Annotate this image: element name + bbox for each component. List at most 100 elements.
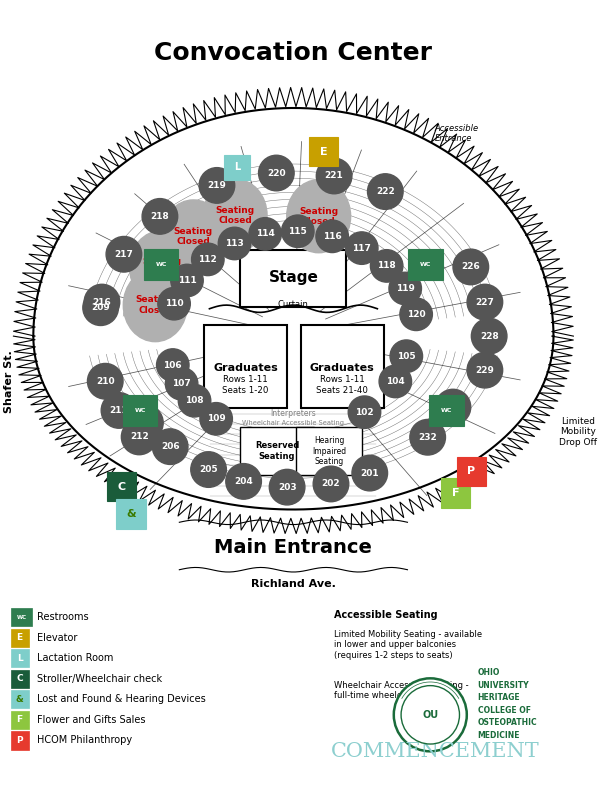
Text: Flower and Gifts Sales: Flower and Gifts Sales [37, 715, 145, 725]
Text: 104: 104 [386, 377, 405, 386]
Text: 118: 118 [377, 262, 396, 270]
Circle shape [472, 318, 507, 354]
Bar [11, 629, 29, 647]
Ellipse shape [203, 179, 267, 252]
Text: 113: 113 [225, 239, 244, 248]
Text: Convocation Center: Convocation Center [154, 42, 433, 66]
Bar [144, 250, 178, 281]
Text: Stroller/Wheelchair check: Stroller/Wheelchair check [37, 674, 162, 684]
Circle shape [410, 419, 445, 455]
Text: 218: 218 [151, 212, 169, 221]
Text: 202: 202 [322, 479, 340, 489]
Circle shape [249, 218, 281, 250]
Bar [116, 499, 146, 529]
Text: Hearing
Impaired
Seating: Hearing Impaired Seating [312, 436, 346, 466]
Text: OU: OU [422, 710, 439, 720]
Text: Limited Mobility Seating - available
in lower and upper balconies
(requires 1-2 : Limited Mobility Seating - available in … [334, 630, 482, 660]
Text: 226: 226 [461, 262, 480, 271]
Circle shape [128, 405, 163, 441]
Text: Limited
Mobility
Drop Off: Limited Mobility Drop Off [559, 417, 597, 447]
Text: 115: 115 [289, 226, 307, 236]
Text: 228: 228 [480, 332, 499, 341]
Circle shape [178, 385, 211, 417]
Text: WC: WC [155, 262, 167, 267]
Text: Seating
Closed: Seating Closed [142, 258, 181, 277]
Text: 110: 110 [165, 299, 184, 308]
Text: 216: 216 [92, 298, 112, 306]
FancyBboxPatch shape [241, 250, 346, 307]
Text: 209: 209 [91, 303, 110, 312]
Circle shape [152, 429, 188, 465]
Bar [409, 250, 443, 281]
Circle shape [200, 402, 232, 435]
Text: P: P [467, 466, 475, 476]
Text: 211: 211 [110, 406, 128, 415]
Circle shape [370, 250, 403, 282]
Text: 222: 222 [376, 187, 395, 196]
Text: 212: 212 [130, 433, 149, 442]
Text: Stage: Stage [268, 270, 319, 286]
Text: 119: 119 [396, 284, 415, 293]
Circle shape [368, 174, 403, 210]
Circle shape [157, 349, 189, 382]
Text: E: E [320, 146, 328, 157]
Circle shape [259, 155, 294, 191]
Bar [441, 478, 470, 508]
Bar [11, 731, 29, 750]
Text: L: L [234, 162, 240, 172]
Text: 102: 102 [355, 408, 374, 417]
Bar [11, 670, 29, 688]
Circle shape [316, 158, 352, 194]
Text: Reserved
Seating: Reserved Seating [255, 442, 299, 461]
Circle shape [352, 455, 388, 491]
Circle shape [101, 393, 137, 428]
Text: WC: WC [441, 409, 452, 414]
Text: 217: 217 [115, 250, 133, 258]
Bar [107, 472, 136, 502]
Text: 116: 116 [323, 232, 341, 241]
Circle shape [435, 390, 471, 425]
Circle shape [158, 287, 190, 320]
Circle shape [348, 396, 381, 429]
Ellipse shape [161, 200, 226, 273]
Text: Seating
Closed: Seating Closed [299, 206, 338, 226]
Text: Elevator: Elevator [37, 633, 77, 642]
Text: 111: 111 [178, 276, 196, 285]
Text: 203: 203 [278, 482, 296, 492]
Text: Rows 1-11
Seats 21-40: Rows 1-11 Seats 21-40 [316, 375, 368, 394]
Text: 105: 105 [397, 352, 416, 361]
Circle shape [400, 298, 433, 330]
Text: Wheelchair Accessible Seating: Wheelchair Accessible Seating [242, 420, 344, 426]
Text: P: P [16, 736, 23, 745]
Text: Lactation Room: Lactation Room [37, 654, 113, 663]
Text: Rows 1-11
Seats 1-20: Rows 1-11 Seats 1-20 [223, 375, 269, 394]
Text: 231: 231 [443, 402, 463, 411]
Text: 106: 106 [163, 361, 182, 370]
Circle shape [191, 452, 226, 487]
Text: Graduates: Graduates [213, 363, 278, 374]
Bar [457, 457, 486, 486]
Text: HCOM Philanthropy: HCOM Philanthropy [37, 735, 132, 746]
Circle shape [218, 227, 251, 260]
Text: E: E [17, 634, 23, 642]
Circle shape [390, 340, 422, 373]
Text: 120: 120 [407, 310, 425, 319]
Ellipse shape [130, 230, 193, 304]
Circle shape [171, 264, 203, 297]
Text: Richland Ave.: Richland Ave. [251, 579, 336, 590]
Circle shape [346, 232, 378, 264]
Text: OHIO
UNIVERSITY
HERITAGE
COLLEGE OF
OSTEOPATHIC
MEDICINE: OHIO UNIVERSITY HERITAGE COLLEGE OF OSTE… [478, 668, 538, 740]
Text: Graduates: Graduates [310, 363, 374, 374]
Ellipse shape [287, 180, 350, 253]
FancyBboxPatch shape [296, 427, 362, 475]
Text: 117: 117 [352, 244, 371, 253]
Text: F: F [452, 488, 460, 498]
Text: C: C [16, 674, 23, 683]
Text: Restrooms: Restrooms [37, 612, 89, 622]
Circle shape [199, 168, 235, 203]
FancyBboxPatch shape [301, 325, 384, 408]
Text: Seating
Closed: Seating Closed [174, 226, 213, 246]
Circle shape [226, 463, 262, 499]
Text: Accessible
Entrance: Accessible Entrance [435, 124, 479, 143]
Text: 114: 114 [256, 230, 275, 238]
